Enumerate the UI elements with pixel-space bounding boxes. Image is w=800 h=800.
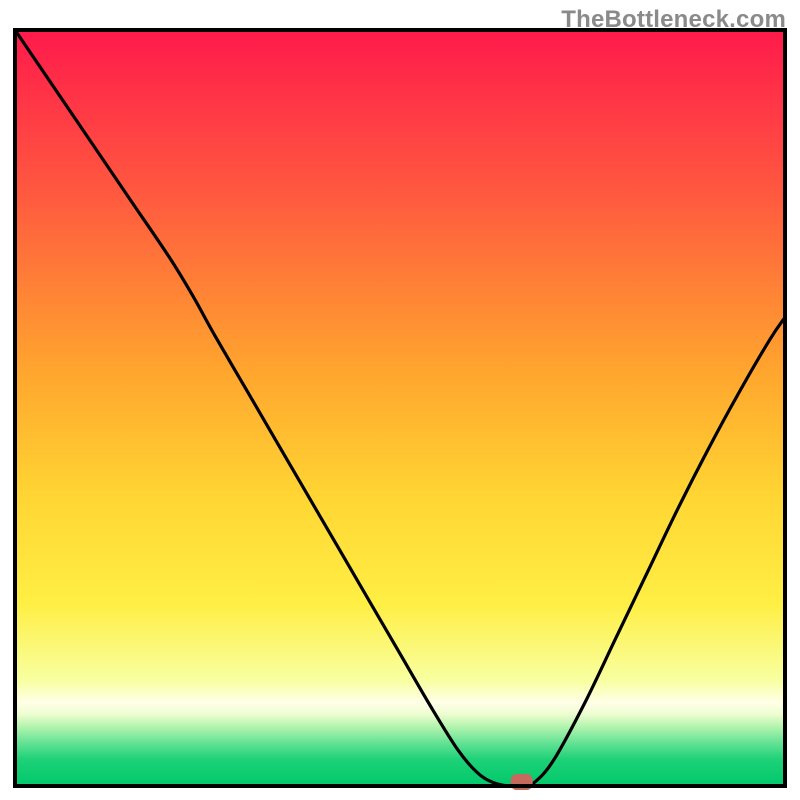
plot-area xyxy=(15,30,785,790)
chart-container: TheBottleneck.com xyxy=(0,0,800,800)
watermark-text: TheBottleneck.com xyxy=(561,6,786,34)
gradient-background xyxy=(15,30,785,786)
bottleneck-chart xyxy=(0,0,800,800)
